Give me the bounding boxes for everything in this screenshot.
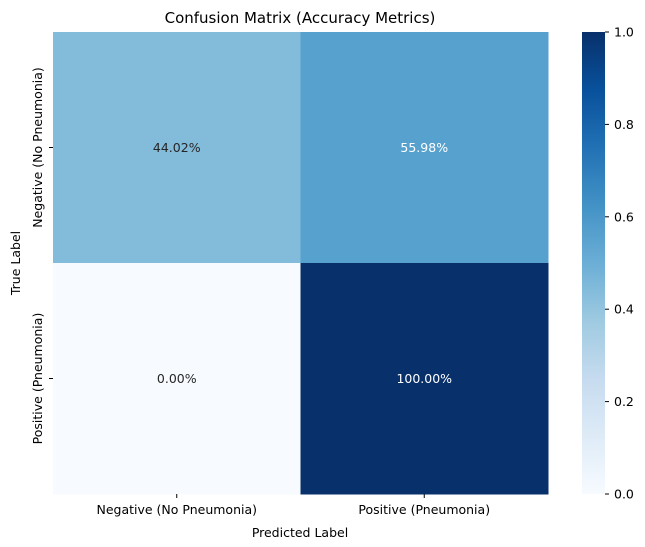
heatmap-cell-labels: 44.02% 55.98% 0.00% 100.00% — [153, 140, 452, 386]
y-tick-label: Positive (Pneumonia) — [30, 313, 45, 445]
colorbar-tick-label: 0.8 — [614, 117, 634, 132]
cell-annotation: 44.02% — [153, 140, 201, 155]
colorbar — [582, 32, 605, 494]
colorbar-tick-label: 0.0 — [614, 487, 634, 502]
heatmap-cell — [53, 32, 301, 264]
heatmap-cells — [53, 32, 549, 495]
cell-annotation: 0.00% — [157, 371, 197, 386]
colorbar-tick-label: 0.4 — [614, 302, 634, 317]
heatmap-cell — [300, 263, 549, 495]
x-tick-label: Negative (No Pneumonia) — [96, 502, 257, 517]
heatmap-cell — [53, 263, 301, 495]
y-axis-ticks: Negative (No Pneumonia) Positive (Pneumon… — [30, 67, 53, 444]
y-tick-label: Negative (No Pneumonia) — [30, 67, 45, 228]
colorbar-ticks: 0.0 0.2 0.4 0.6 0.8 1.0 — [605, 25, 634, 502]
heatmap-cell — [300, 32, 549, 264]
cell-annotation: 55.98% — [400, 140, 448, 155]
y-axis-label: True Label — [8, 231, 23, 296]
x-axis-ticks: Negative (No Pneumonia) Positive (Pneumon… — [96, 494, 490, 517]
cell-annotation: 100.00% — [396, 371, 452, 386]
colorbar-tick-label: 0.2 — [614, 394, 634, 409]
x-axis-label: Predicted Label — [252, 525, 348, 540]
x-tick-label: Positive (Pneumonia) — [358, 502, 490, 517]
colorbar-tick-label: 0.6 — [614, 209, 634, 224]
chart-title: Confusion Matrix (Accuracy Metrics) — [165, 9, 436, 27]
colorbar-tick-label: 1.0 — [614, 25, 634, 40]
